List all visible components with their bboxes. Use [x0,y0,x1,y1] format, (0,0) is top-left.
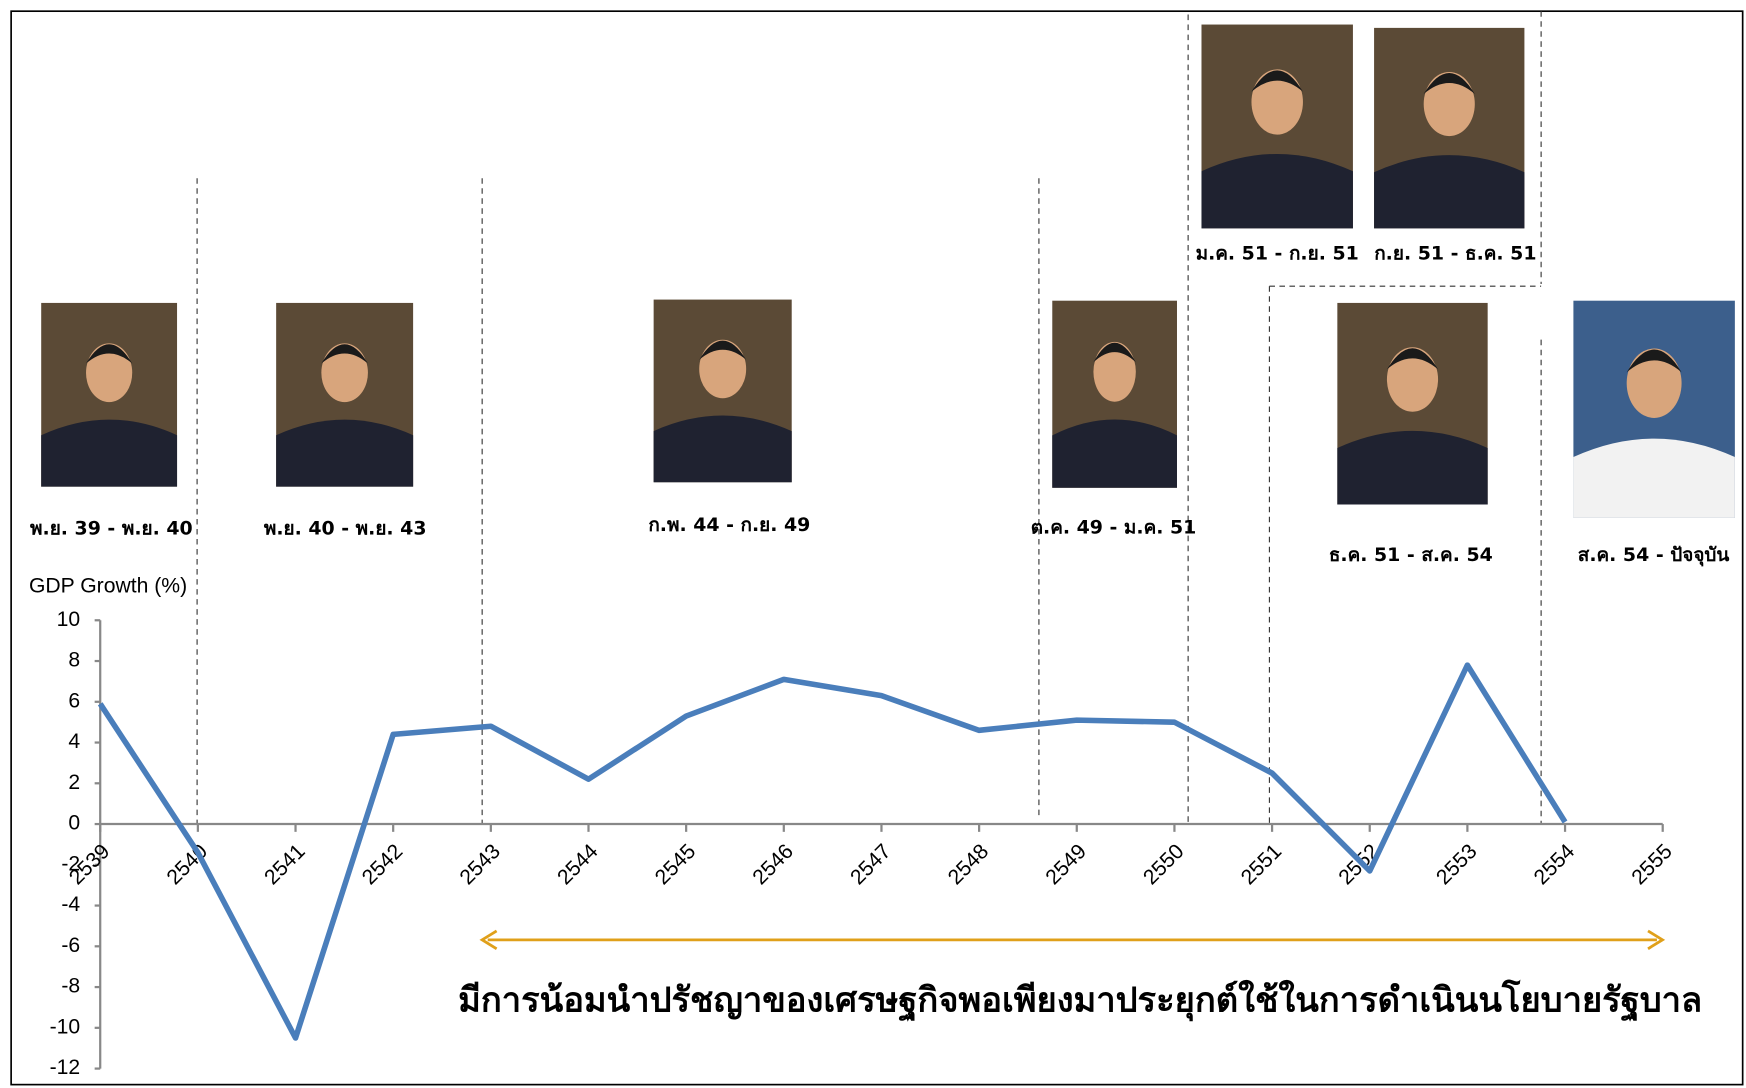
x-tick-label: 2552 [1334,840,1384,890]
portrait [1052,300,1177,488]
period-label: ส.ค. 54 - ปัจจุบัน [1578,544,1730,567]
y-tick-label: 4 [68,730,80,753]
portrait-hair [1386,348,1439,370]
period-label: ต.ค. 49 - ม.ค. 51 [1031,516,1197,538]
portrait [1337,302,1488,505]
x-tick-label: 2546 [748,840,798,890]
portrait [1374,27,1525,229]
portrait-face [1423,71,1475,137]
y-tick-label: -12 [50,1056,81,1079]
period-label: ธ.ค. 51 - ส.ค. 54 [1329,544,1493,566]
portrait-hair [86,344,133,364]
x-tick-label: 2549 [1041,840,1091,890]
portrait-body [1052,419,1177,488]
portrait-hair [1251,70,1303,92]
portrait-face [86,343,133,403]
frame [10,10,1744,1086]
period-label: พ.ย. 40 - พ.ย. 43 [264,517,427,539]
portrait-face [1386,347,1439,412]
y-tick-label: 0 [68,812,80,835]
arrow-head [479,929,498,950]
portrait-face [1093,341,1136,402]
portrait-body [1573,438,1735,518]
period-label: ก.ย. 51 - ธ.ค. 51 [1374,242,1536,264]
portrait-face [1251,69,1303,135]
portrait [276,302,414,487]
portrait-hair [321,344,368,364]
x-tick-label: 2544 [553,840,603,890]
y-tick-label: 6 [68,689,80,712]
x-tick-label: 2555 [1627,840,1677,890]
y-tick-label: -2 [61,852,80,875]
portrait-hair [1626,349,1682,373]
y-tick-label: -4 [61,893,80,916]
x-tick-label: 2550 [1139,840,1189,890]
y-tick-label: 8 [68,649,80,672]
portrait-body [653,415,792,483]
x-tick-label: 2547 [846,840,896,890]
x-tick-label: 2542 [358,840,408,890]
y-tick-label: -8 [61,975,80,998]
arrow-head [1647,929,1666,950]
x-tick-label: 2539 [65,840,115,890]
x-tick-label: 2551 [1237,840,1287,890]
portrait-body [1201,153,1353,229]
x-tick-label: 2541 [260,840,310,890]
portrait [1201,24,1353,229]
y-tick-label: -10 [50,1015,81,1038]
x-tick-label: 2553 [1432,840,1482,890]
portrait-face [1626,348,1682,418]
y-tick-label: 10 [57,608,81,631]
y-axis-label: GDP Growth (%) [29,574,187,597]
annotation: มีการน้อมนำปรัชญาของเศรษฐกิจพอเพียงมาประ… [458,979,1702,1023]
portrait [653,299,792,483]
x-tick-label: 2554 [1530,840,1580,890]
x-tick-label: 2545 [651,840,701,890]
data-line [97,662,1568,1041]
x-tick-label: 2548 [944,840,994,890]
x-tick-label: 2543 [455,840,505,890]
portrait-body [1374,155,1525,229]
portrait-face [699,339,747,399]
portrait-hair [1423,72,1475,95]
portrait-body [41,419,178,487]
portrait [1573,300,1735,518]
portrait-face [321,343,368,403]
portrait-hair [699,340,747,360]
portrait-body [1337,430,1488,505]
portrait-hair [1093,342,1136,363]
y-tick-label: -6 [61,934,80,957]
period-label: ม.ค. 51 - ก.ย. 51 [1196,242,1359,264]
period-label: พ.ย. 39 - พ.ย. 40 [30,517,193,539]
portrait [41,302,178,487]
portrait-body [276,419,414,487]
period-label: ก.พ. 44 - ก.ย. 49 [648,514,810,536]
y-tick-label: 2 [68,771,80,794]
